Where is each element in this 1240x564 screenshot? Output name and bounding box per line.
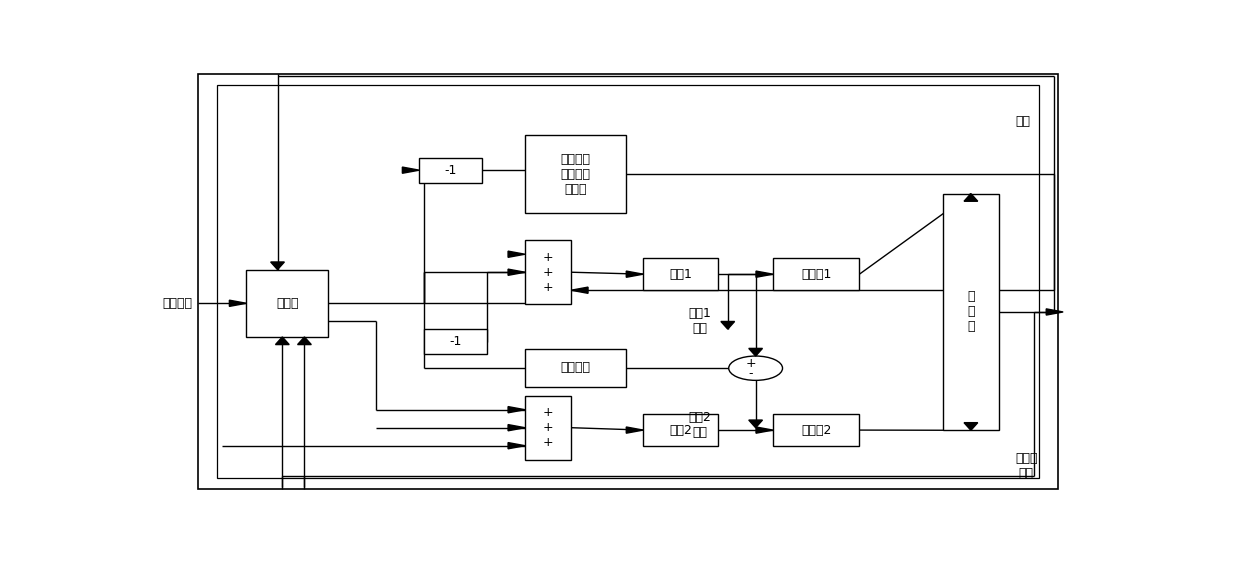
Text: +: +	[745, 357, 756, 370]
Polygon shape	[963, 422, 978, 430]
Text: -1: -1	[449, 335, 461, 348]
Bar	[644, 414, 718, 446]
Bar	[198, 74, 1059, 489]
Bar	[419, 157, 481, 183]
Polygon shape	[749, 349, 763, 356]
Bar	[424, 329, 486, 354]
Polygon shape	[508, 443, 525, 449]
Polygon shape	[756, 427, 773, 433]
Text: -: -	[749, 367, 753, 380]
Polygon shape	[229, 300, 247, 306]
Text: +
+
+: + + +	[543, 406, 553, 449]
Text: 输入信号: 输入信号	[162, 297, 192, 310]
Polygon shape	[749, 420, 763, 428]
Bar	[217, 85, 1039, 478]
Text: 大
齿
轮: 大 齿 轮	[967, 290, 975, 333]
Polygon shape	[508, 425, 525, 431]
Polygon shape	[1047, 309, 1063, 315]
Polygon shape	[508, 407, 525, 413]
Text: 偏置力矩: 偏置力矩	[560, 362, 590, 374]
Text: -1: -1	[444, 164, 456, 177]
Text: 小齿轮1: 小齿轮1	[801, 268, 831, 281]
Polygon shape	[298, 337, 311, 345]
Bar	[525, 349, 626, 387]
Polygon shape	[572, 287, 588, 293]
Polygon shape	[720, 321, 734, 329]
Polygon shape	[275, 337, 289, 345]
Text: 电机1
速度: 电机1 速度	[688, 307, 712, 336]
Bar	[525, 135, 626, 213]
Polygon shape	[626, 427, 644, 433]
Bar	[525, 240, 572, 305]
Polygon shape	[508, 251, 525, 257]
Text: 控制器: 控制器	[275, 297, 299, 310]
Text: 电机2
速度: 电机2 速度	[688, 411, 712, 439]
Circle shape	[729, 356, 782, 380]
Bar	[644, 258, 718, 290]
Polygon shape	[402, 167, 419, 173]
Bar	[525, 395, 572, 460]
Polygon shape	[626, 271, 644, 277]
Bar	[773, 414, 859, 446]
Text: +
+
+: + + +	[543, 251, 553, 294]
Text: 电机1: 电机1	[670, 268, 692, 281]
Polygon shape	[270, 262, 284, 270]
Polygon shape	[508, 269, 525, 275]
Text: 电机2: 电机2	[670, 424, 692, 437]
Polygon shape	[963, 193, 978, 201]
Text: 小齿轮2: 小齿轮2	[801, 424, 831, 437]
Bar	[942, 193, 998, 430]
Bar	[247, 270, 327, 337]
Text: 分段神经
网络摩擦
补偿器: 分段神经 网络摩擦 补偿器	[560, 153, 590, 196]
Polygon shape	[756, 271, 773, 277]
Bar	[773, 258, 859, 290]
Text: 速度和
位置: 速度和 位置	[1016, 452, 1038, 481]
Text: 速度: 速度	[1016, 116, 1030, 129]
